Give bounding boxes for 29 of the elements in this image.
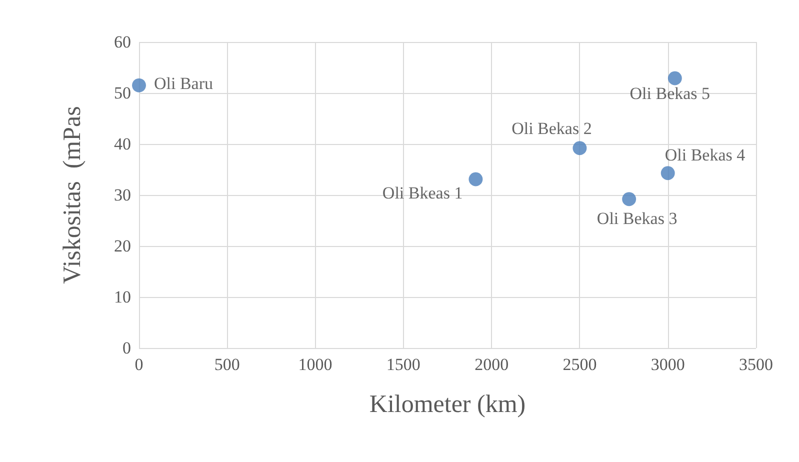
x-axis-title: Kilometer (km) (369, 391, 526, 418)
annotation: Oli Bekas 2 (512, 119, 592, 138)
annotation: Oli Bekas 4 (664, 146, 746, 165)
x-tick-label: 500 (214, 355, 240, 374)
x-tick-label: 2500 (562, 355, 597, 374)
annotation: Oli Bekas 5 (630, 84, 710, 104)
annotation: Oli Baru (154, 74, 214, 93)
annotation: Oli Bekas 3 (596, 209, 678, 228)
x-tick-label: 0 (134, 355, 144, 374)
x-tick-label: 1000 (298, 355, 332, 374)
x-tick-label: 1500 (386, 355, 420, 374)
x-tick-label: 2000 (474, 355, 509, 374)
y-tick-label: 0 (122, 338, 131, 358)
annotation: Oli Bkeas 1 (382, 184, 463, 203)
y-axis-title: Viskositas (mPas (59, 106, 86, 284)
y-tick-label: 40 (114, 134, 131, 154)
point (660, 166, 675, 180)
y-tick-label: 10 (114, 288, 131, 306)
y-tick-label: 20 (114, 236, 131, 256)
point (132, 78, 146, 92)
x-tick-label: 3000 (650, 355, 685, 374)
y-tick-label: 30 (114, 186, 131, 204)
x-tick-label: 3500 (739, 355, 773, 374)
point (572, 141, 587, 156)
point (668, 71, 682, 86)
y-tick-label: 60 (114, 32, 131, 52)
point (622, 192, 636, 206)
point (468, 172, 483, 186)
y-tick-label: 50 (114, 84, 131, 102)
